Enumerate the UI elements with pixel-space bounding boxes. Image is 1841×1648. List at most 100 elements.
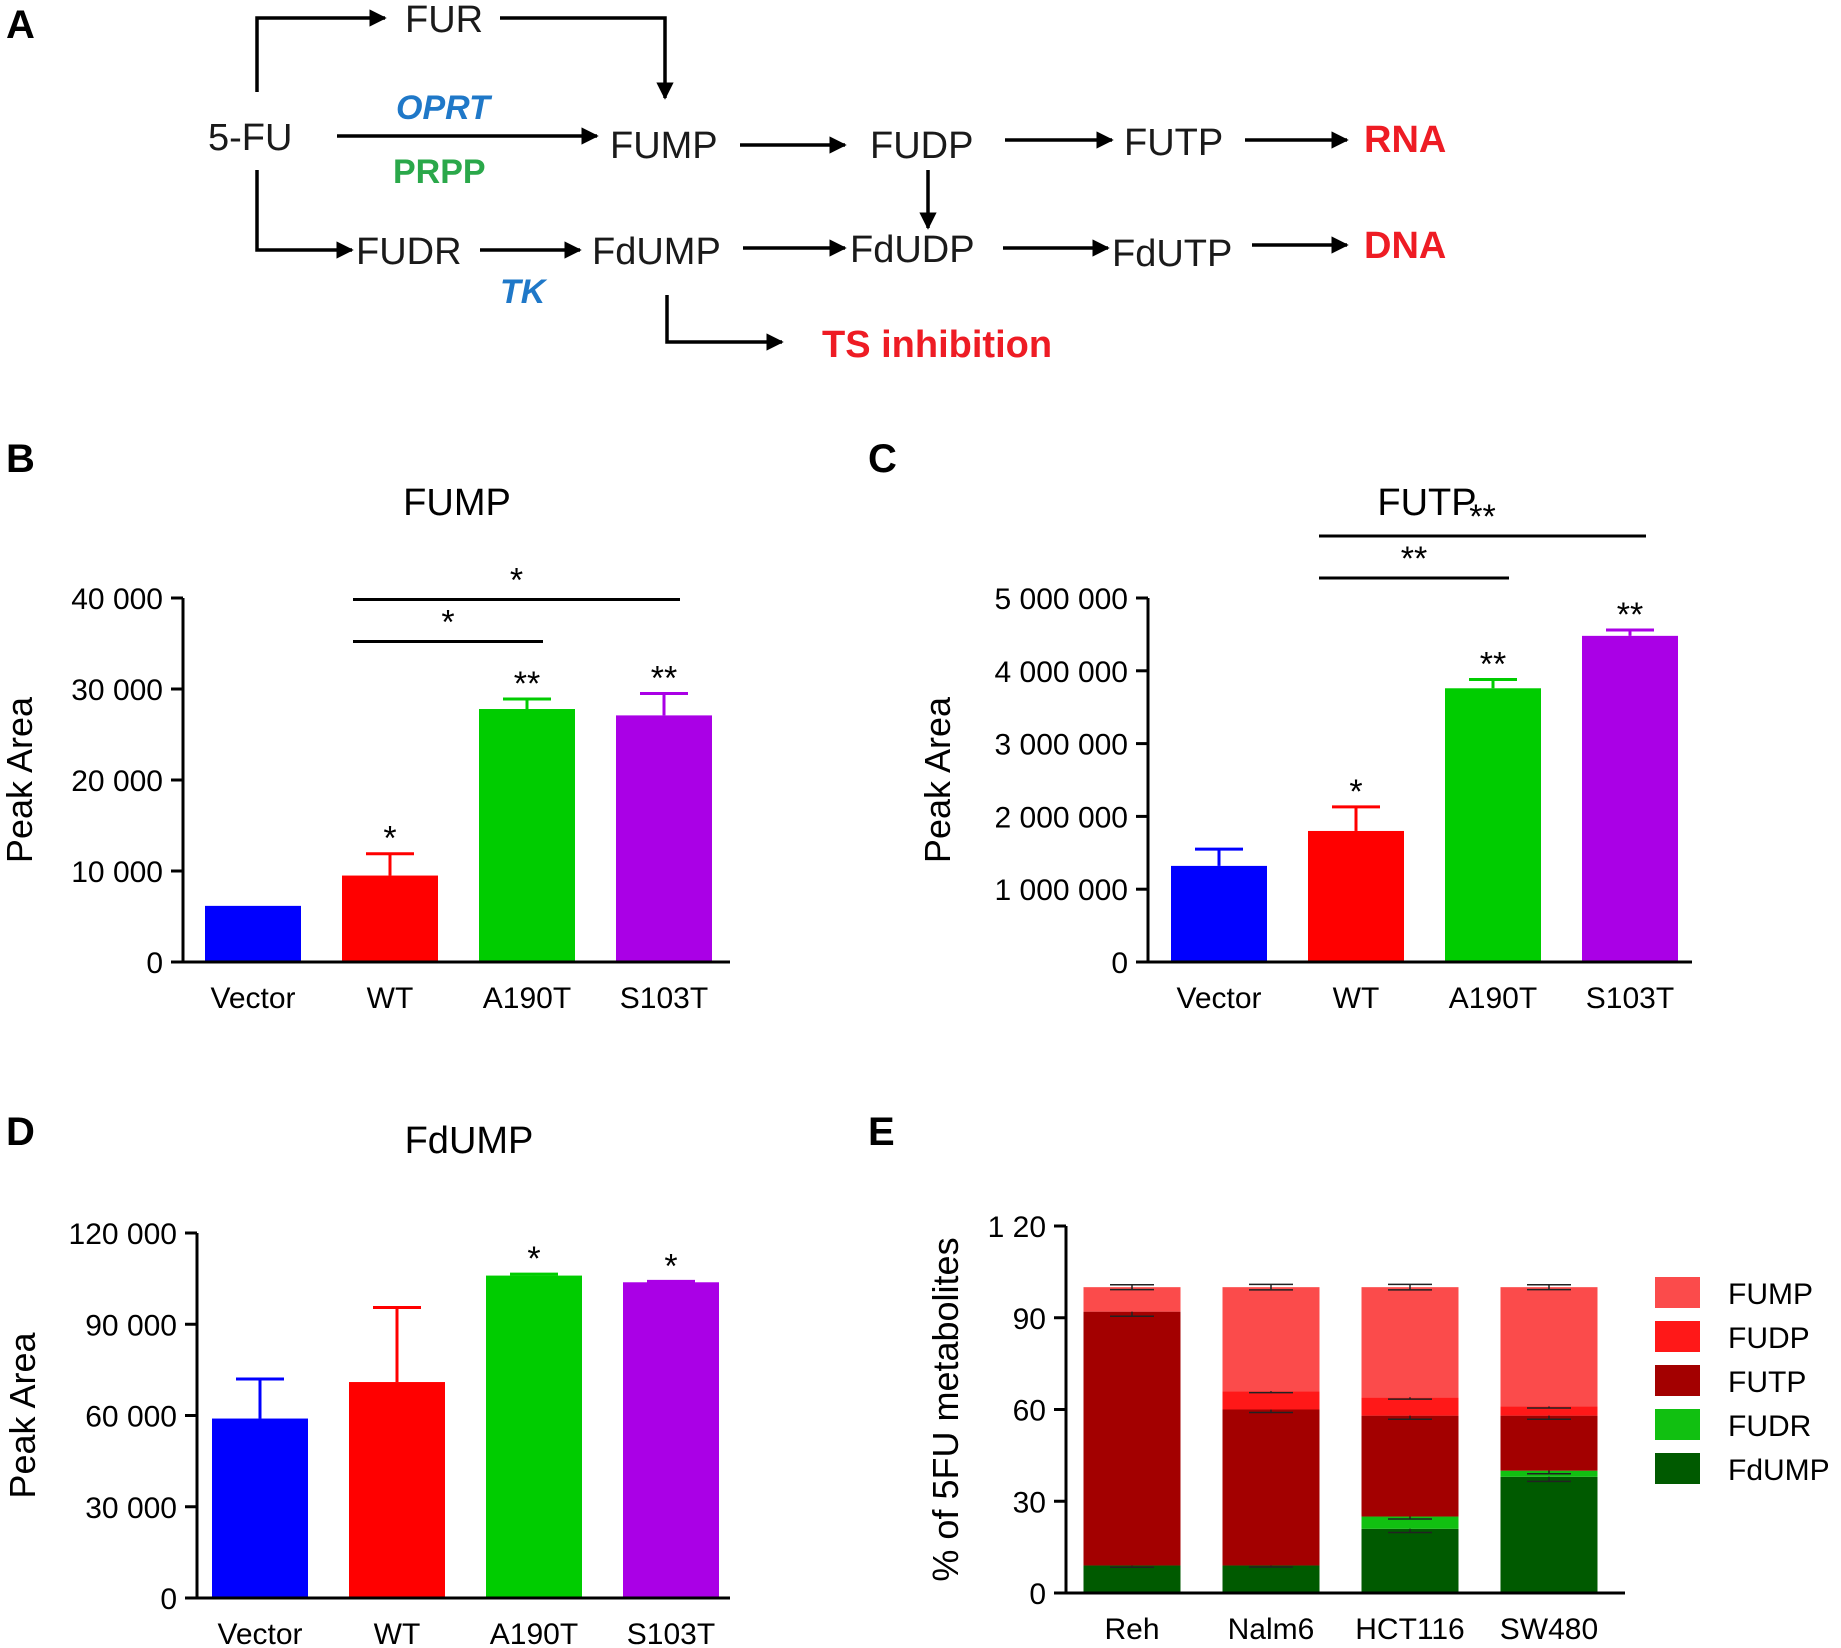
- y-axis-label: Peak Area: [917, 696, 958, 863]
- x-tick-label: S103T: [627, 1618, 715, 1648]
- comparison-star: *: [441, 604, 454, 642]
- y-tick-label: 5 000 000: [995, 583, 1128, 616]
- x-tick-label: S103T: [1586, 982, 1674, 1015]
- enzyme-tk: TK: [500, 273, 548, 311]
- y-tick-label: 1 000 000: [995, 874, 1128, 907]
- segment-fudp: [1222, 1391, 1320, 1410]
- y-tick-label: 120 000: [69, 1218, 177, 1251]
- enzyme-oprt: OPRT: [396, 89, 493, 127]
- significance-star: **: [1617, 596, 1643, 634]
- output-dna: DNA: [1364, 225, 1446, 267]
- panel-label-e: E: [868, 1110, 895, 1154]
- y-tick-label: 0: [1111, 947, 1128, 980]
- node-fudr: FUDR: [356, 231, 462, 273]
- x-tick-label: WT: [374, 1618, 421, 1648]
- panel-label-b: B: [6, 437, 35, 481]
- panel-label-a: A: [6, 3, 35, 47]
- legend-label-fudp: FUDP: [1728, 1322, 1810, 1355]
- bar-vector: [205, 907, 301, 962]
- x-tick-label: A190T: [1449, 982, 1537, 1015]
- legend-label-fump: FUMP: [1728, 1278, 1813, 1311]
- significance-star: *: [664, 1247, 677, 1285]
- significance-star: **: [1480, 646, 1506, 684]
- panel-label-c: C: [868, 437, 897, 481]
- significance-star: **: [514, 665, 540, 703]
- significance-star: **: [651, 660, 677, 698]
- y-tick-label: 40 000: [71, 583, 163, 616]
- y-tick-label: 30: [1013, 1486, 1046, 1519]
- y-tick-label: 90: [1013, 1303, 1046, 1336]
- x-tick-label: Nalm6: [1228, 1613, 1315, 1646]
- x-tick-label: A190T: [483, 982, 571, 1015]
- y-tick-label: 30 000: [71, 674, 163, 707]
- segment-futp: [1500, 1415, 1598, 1471]
- legend-label-fdump: FdUMP: [1728, 1454, 1830, 1487]
- legend-label-futp: FUTP: [1728, 1366, 1806, 1399]
- x-tick-label: HCT116: [1355, 1613, 1464, 1646]
- arrow-fur-fump: [500, 16, 674, 100]
- x-tick-label: Reh: [1104, 1613, 1159, 1646]
- bar-a190t: [1445, 688, 1541, 962]
- y-tick-label: 0: [146, 947, 163, 980]
- node-fdutp: FdUTP: [1112, 233, 1232, 275]
- significance-star: *: [527, 1240, 540, 1278]
- segment-fdump: [1500, 1476, 1598, 1593]
- pathway-diagram: FUR 5-FU OPRT PRPP FUMP FUDP FUTP RNA FU…: [208, 0, 1446, 366]
- legend-swatch-fudr: [1655, 1409, 1700, 1440]
- bar-s103t: [616, 715, 712, 962]
- x-tick-label: Vector: [1176, 982, 1261, 1015]
- y-axis-label: Peak Area: [2, 1331, 43, 1498]
- node-fur: FUR: [405, 0, 483, 41]
- output-ts-inhibition: TS inhibition: [822, 324, 1052, 366]
- legend-swatch-fdump: [1655, 1453, 1700, 1484]
- chart-title: FUMP: [403, 482, 511, 524]
- x-tick-label: S103T: [620, 982, 708, 1015]
- y-axis-label: % of 5FU metabolites: [925, 1237, 966, 1581]
- bar-wt: [1308, 830, 1404, 962]
- segment-fudp: [1361, 1397, 1459, 1416]
- x-tick-label: SW480: [1500, 1613, 1598, 1646]
- legend-label-fudr: FUDR: [1728, 1410, 1811, 1443]
- comparison-star: *: [510, 562, 523, 600]
- x-tick-label: Vector: [217, 1618, 302, 1648]
- y-tick-label: 0: [1029, 1578, 1046, 1611]
- cofactor-prpp: PRPP: [393, 153, 486, 191]
- x-tick-label: A190T: [490, 1618, 578, 1648]
- segment-fudp: [1500, 1406, 1598, 1416]
- chart-title: FdUMP: [405, 1120, 534, 1162]
- y-tick-label: 10 000: [71, 856, 163, 889]
- y-tick-label: 60: [1013, 1395, 1046, 1428]
- x-tick-label: WT: [367, 982, 414, 1015]
- legend-swatch-fudp: [1655, 1321, 1700, 1352]
- segment-fdump: [1361, 1528, 1459, 1593]
- chart-fdump: FdUMP * * 0 30 000 60 000 90 000 120 000 Vector W…: [2, 1120, 730, 1648]
- y-tick-label: 1 20: [988, 1211, 1046, 1244]
- legend-swatch-futp: [1655, 1365, 1700, 1396]
- y-tick-label: 60 000: [85, 1401, 177, 1434]
- y-axis-label: Peak Area: [0, 696, 40, 863]
- arrow-fdump-ts: [665, 295, 784, 351]
- chart-title: FUTP: [1377, 482, 1476, 524]
- y-tick-label: 3 000 000: [995, 729, 1128, 762]
- node-fudp: FUDP: [870, 125, 973, 167]
- segment-futp: [1222, 1409, 1320, 1566]
- chart-5fu-metabolites: 0 30 60 90 1 20 Reh Nalm6 HCT116 SW480 % of 5FU m…: [925, 1211, 1830, 1646]
- node-fdump: FdUMP: [592, 231, 721, 273]
- bar-a190t: [479, 709, 575, 962]
- x-tick-label: Vector: [210, 982, 295, 1015]
- y-tick-label: 0: [160, 1583, 177, 1616]
- y-tick-label: 4 000 000: [995, 656, 1128, 689]
- bar-s103t: [623, 1282, 719, 1598]
- segment-fdump: [1083, 1565, 1181, 1593]
- segment-fdump: [1222, 1565, 1320, 1593]
- y-tick-label: 20 000: [71, 765, 163, 798]
- node-5fu: 5-FU: [208, 117, 292, 159]
- panel-label-d: D: [6, 1110, 35, 1154]
- segment-futp: [1361, 1415, 1459, 1517]
- y-tick-label: 30 000: [85, 1492, 177, 1525]
- arrow-fu-fudr: [255, 170, 354, 259]
- node-fdudp: FdUDP: [850, 229, 975, 271]
